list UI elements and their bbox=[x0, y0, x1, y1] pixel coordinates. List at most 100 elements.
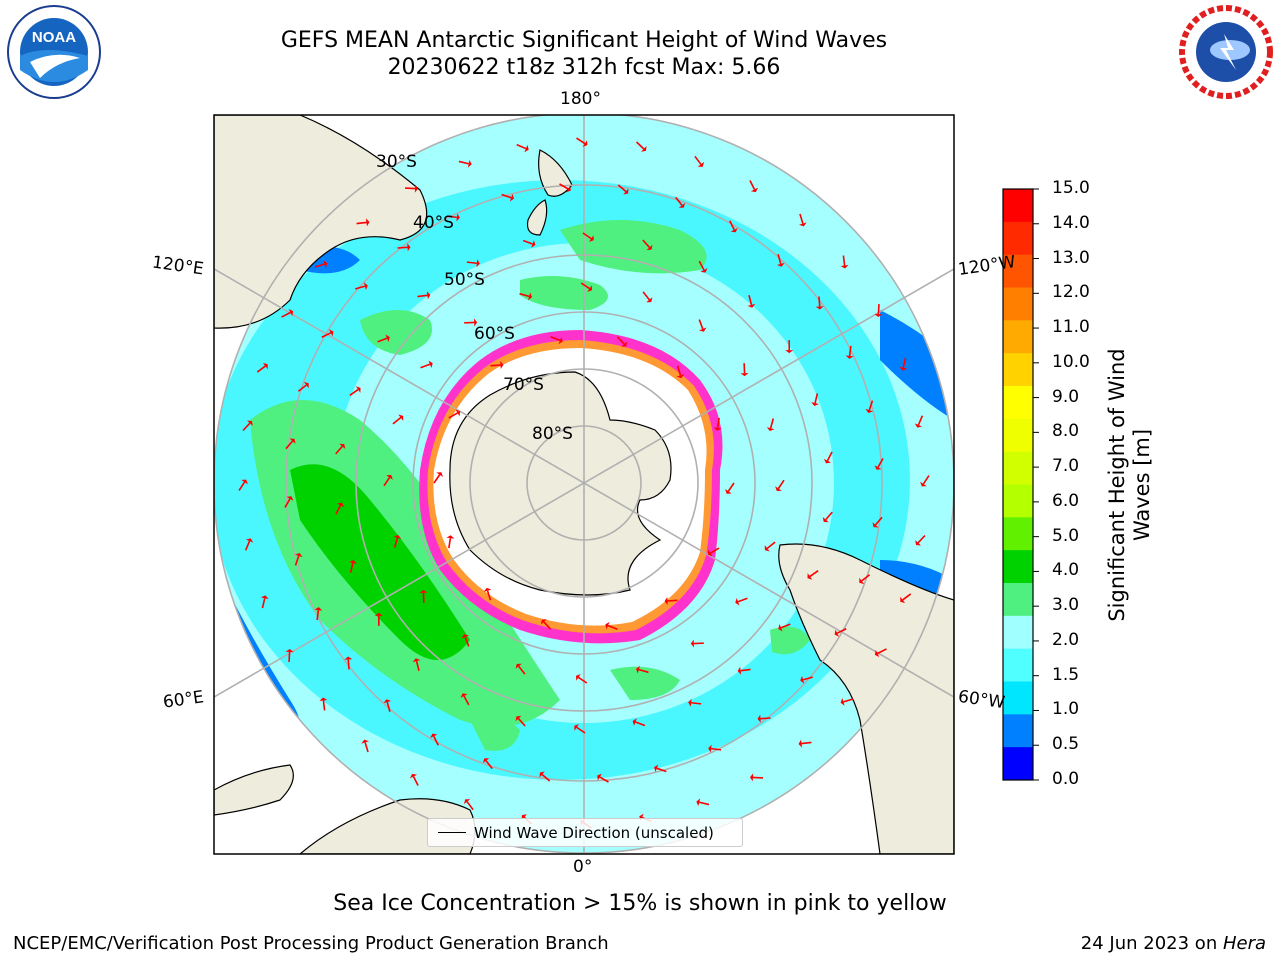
wave-direction-arrowhead bbox=[430, 733, 438, 739]
nws-logo bbox=[1176, 4, 1276, 100]
wave-direction-arrowhead bbox=[698, 327, 707, 332]
wave-direction-arrowhead bbox=[467, 159, 472, 168]
wave-direction-arrow bbox=[458, 160, 469, 165]
wave-direction-arrowhead bbox=[262, 362, 268, 370]
wave-direction-arrowhead bbox=[339, 443, 346, 449]
wave-direction-arrow bbox=[667, 599, 678, 602]
wave-direction-arrowhead bbox=[285, 648, 294, 653]
wave-direction-arrow bbox=[297, 384, 307, 392]
wave-direction-arrowhead bbox=[289, 438, 296, 444]
wave-direction-arrow bbox=[393, 537, 399, 548]
wave-direction-arrowhead bbox=[747, 303, 756, 308]
wave-direction-arrowhead bbox=[900, 596, 906, 604]
wave-direction-arrowhead bbox=[845, 355, 854, 359]
wave-direction-arrow bbox=[322, 700, 326, 711]
lat-label-30s: 30°S bbox=[376, 152, 417, 172]
wave-direction-arrow bbox=[316, 610, 320, 621]
wave-direction-arrowhead bbox=[807, 573, 813, 580]
wave-direction-arrow bbox=[383, 477, 391, 487]
wave-direction-arrowhead bbox=[398, 414, 404, 421]
wave-direction-arrowhead bbox=[456, 213, 460, 222]
wave-direction-arrowhead bbox=[654, 764, 659, 773]
lat-label-80s: 80°S bbox=[532, 424, 573, 444]
wave-direction-arrowhead bbox=[385, 334, 390, 342]
wave-direction-arrow bbox=[578, 676, 588, 684]
colorbar-tick-label: 14.0 bbox=[1052, 212, 1090, 233]
colorbar-segment bbox=[1003, 747, 1033, 781]
wave-direction-arrow bbox=[466, 261, 477, 265]
colorbar-segment bbox=[1003, 451, 1033, 485]
wave-direction-arrow bbox=[748, 294, 753, 306]
wave-direction-arrowhead bbox=[749, 773, 754, 782]
wave-direction-arrowhead bbox=[800, 675, 805, 684]
colorbar-segment bbox=[1003, 386, 1033, 420]
wave-direction-arrow bbox=[799, 213, 804, 224]
wave-direction-arrowhead bbox=[524, 144, 529, 153]
wave-direction-arrowhead bbox=[344, 656, 353, 660]
wave-direction-arrowhead bbox=[872, 522, 879, 528]
wave-direction-arrow bbox=[848, 345, 852, 356]
wave-direction-arrowhead bbox=[558, 336, 563, 345]
footer-date: 24 Jun 2023 on Hera bbox=[1081, 933, 1266, 954]
wave-direction-arrowhead bbox=[540, 619, 547, 625]
wave-direction-arrow bbox=[902, 357, 907, 368]
lat-label-60s: 60°S bbox=[474, 324, 515, 344]
wave-direction-arrow bbox=[740, 668, 751, 672]
colorbar-tick-label: 9.0 bbox=[1052, 386, 1080, 407]
wave-direction-arrowhead bbox=[859, 577, 865, 585]
wave-direction-arrow bbox=[877, 304, 880, 315]
wave-direction-arrowhead bbox=[815, 306, 824, 310]
wave-direction-arrow bbox=[522, 239, 533, 245]
wave-direction-arrow bbox=[780, 623, 791, 629]
wave-direction-arrowhead bbox=[374, 612, 383, 616]
wave-direction-arrow bbox=[638, 668, 649, 674]
wave-direction-arrow bbox=[635, 141, 645, 150]
colorbar-segment bbox=[1003, 418, 1033, 453]
wave-direction-arrow bbox=[760, 717, 771, 720]
wave-direction-arrowhead bbox=[412, 658, 421, 663]
wave-direction-arrowhead bbox=[775, 486, 782, 492]
wave-direction-arrowhead bbox=[646, 244, 653, 251]
wave-direction-arrow bbox=[314, 263, 325, 268]
wave-direction-arrow bbox=[877, 458, 884, 468]
wave-direction-arrowhead bbox=[463, 799, 471, 805]
wave-direction-arrow bbox=[917, 534, 926, 544]
wave-direction-arrow bbox=[519, 292, 530, 298]
wave-direction-arrowhead bbox=[500, 361, 504, 369]
wave-direction-arrow bbox=[335, 504, 342, 515]
wave-direction-arrowhead bbox=[393, 534, 402, 539]
wave-direction-arrow bbox=[842, 255, 846, 266]
wave-direction-arrowhead bbox=[735, 597, 740, 606]
colorbar-segment bbox=[1003, 583, 1033, 617]
wave-direction-arrow bbox=[281, 311, 291, 318]
wave-direction-arrowhead bbox=[539, 771, 545, 778]
chart-title: GEFS MEAN Antarctic Significant Height o… bbox=[280, 28, 888, 53]
wave-direction-arrow bbox=[814, 393, 819, 404]
wave-direction-arrow bbox=[466, 801, 474, 811]
wave-direction-arrow bbox=[415, 660, 420, 672]
wave-direction-arrow bbox=[347, 659, 350, 670]
wave-direction-arrow bbox=[694, 155, 702, 165]
colorbar-tick-label: 5.0 bbox=[1052, 525, 1080, 546]
wave-direction-arrowhead bbox=[750, 187, 759, 193]
wave-direction-arrow bbox=[769, 418, 775, 429]
wave-direction-arrow bbox=[818, 296, 821, 307]
wave-direction-arrow bbox=[412, 776, 419, 786]
wave-direction-arrow bbox=[576, 137, 586, 145]
wave-direction-arrow bbox=[518, 665, 526, 675]
noaa-logo-text: NOAA bbox=[32, 29, 76, 46]
wave-direction-arrow bbox=[490, 364, 501, 367]
wave-direction-arrowhead bbox=[328, 329, 334, 337]
wave-direction-arrow bbox=[541, 773, 551, 782]
wave-direction-arrowhead bbox=[515, 715, 522, 722]
wave-direction-arrow bbox=[676, 365, 682, 376]
colorbar-tick-label: 0.5 bbox=[1052, 734, 1080, 755]
wave-direction-arrow bbox=[861, 574, 871, 582]
lat-label-70s: 70°S bbox=[503, 375, 544, 395]
wave-direction-arrowhead bbox=[865, 408, 874, 413]
wave-direction-arrowhead bbox=[641, 145, 647, 152]
wave-direction-arrowhead bbox=[690, 639, 695, 648]
colorbar-tick-label: 6.0 bbox=[1052, 490, 1080, 511]
wave-direction-arrow bbox=[801, 741, 812, 745]
wave-direction-arrow bbox=[433, 735, 439, 746]
